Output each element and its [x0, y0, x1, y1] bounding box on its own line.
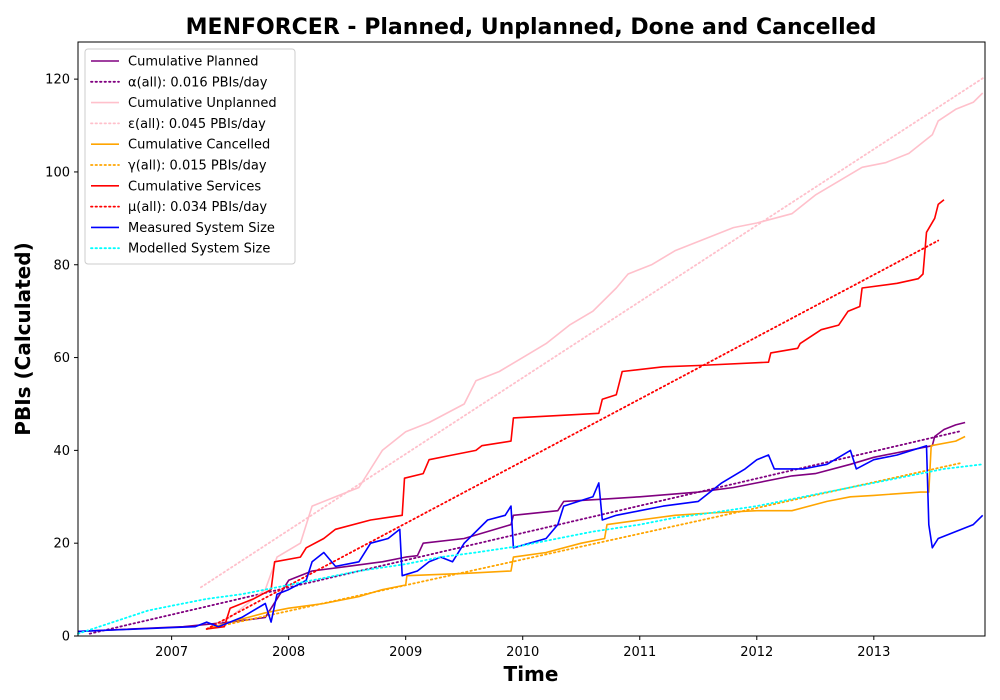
x-tick-label: 2008 — [272, 645, 305, 660]
x-tick-label: 2011 — [623, 645, 656, 660]
x-tick-label: 2010 — [506, 645, 539, 660]
x-axis-label: Time — [504, 662, 559, 686]
legend-label-8: Measured System Size — [128, 221, 275, 236]
series-line-9 — [77, 463, 984, 635]
legend-label-1: α(all): 0.016 PBIs/day — [128, 75, 268, 90]
legend-label-3: ε(all): 0.045 PBIs/day — [128, 117, 266, 132]
legend-box — [84, 48, 296, 265]
x-axis: 2007 2008 2009 2010 2011 2012 2013 — [155, 636, 890, 660]
legend-label-5: γ(all): 0.015 PBIs/day — [128, 159, 267, 174]
series-line-2 — [206, 92, 984, 630]
chart-title: MENFORCER - Planned, Unplanned, Done and… — [186, 15, 877, 40]
y-tick-label: 100 — [45, 165, 70, 180]
x-tick-label: 2013 — [857, 645, 890, 660]
y-tick-label: 120 — [45, 73, 70, 88]
legend: Cumulative Planned α(all): 0.016 PBIs/day… — [84, 48, 296, 265]
y-tick-label: 40 — [53, 444, 70, 459]
series-line-6 — [206, 199, 945, 630]
series-line-1 — [88, 430, 963, 635]
series-line-5 — [205, 462, 963, 630]
plot-frame — [77, 41, 986, 637]
legend-label-6: Cumulative Services — [128, 179, 261, 194]
series-layer — [77, 75, 986, 635]
legend-label-9: Modelled System Size — [128, 242, 270, 257]
y-tick-label: 80 — [53, 258, 70, 273]
y-axis: 0 20 40 60 80 100 120 — [45, 73, 78, 645]
y-tick-label: 60 — [53, 351, 70, 366]
x-tick-label: 2009 — [389, 645, 422, 660]
y-axis-label: PBIs (Calculated) — [11, 242, 35, 435]
legend-label-2: Cumulative Unplanned — [128, 96, 277, 111]
y-tick-label: 0 — [62, 630, 70, 645]
x-tick-label: 2012 — [740, 645, 773, 660]
series-line-3 — [200, 75, 986, 589]
series-line-8 — [77, 444, 984, 633]
series-line-0 — [77, 421, 966, 633]
legend-label-4: Cumulative Cancelled — [128, 138, 270, 153]
legend-label-0: Cumulative Planned — [128, 55, 258, 70]
x-tick-label: 2007 — [155, 645, 188, 660]
series-line-7 — [205, 239, 940, 630]
legend-label-7: μ(all): 0.034 PBIs/day — [128, 200, 267, 215]
y-tick-label: 20 — [53, 537, 70, 552]
